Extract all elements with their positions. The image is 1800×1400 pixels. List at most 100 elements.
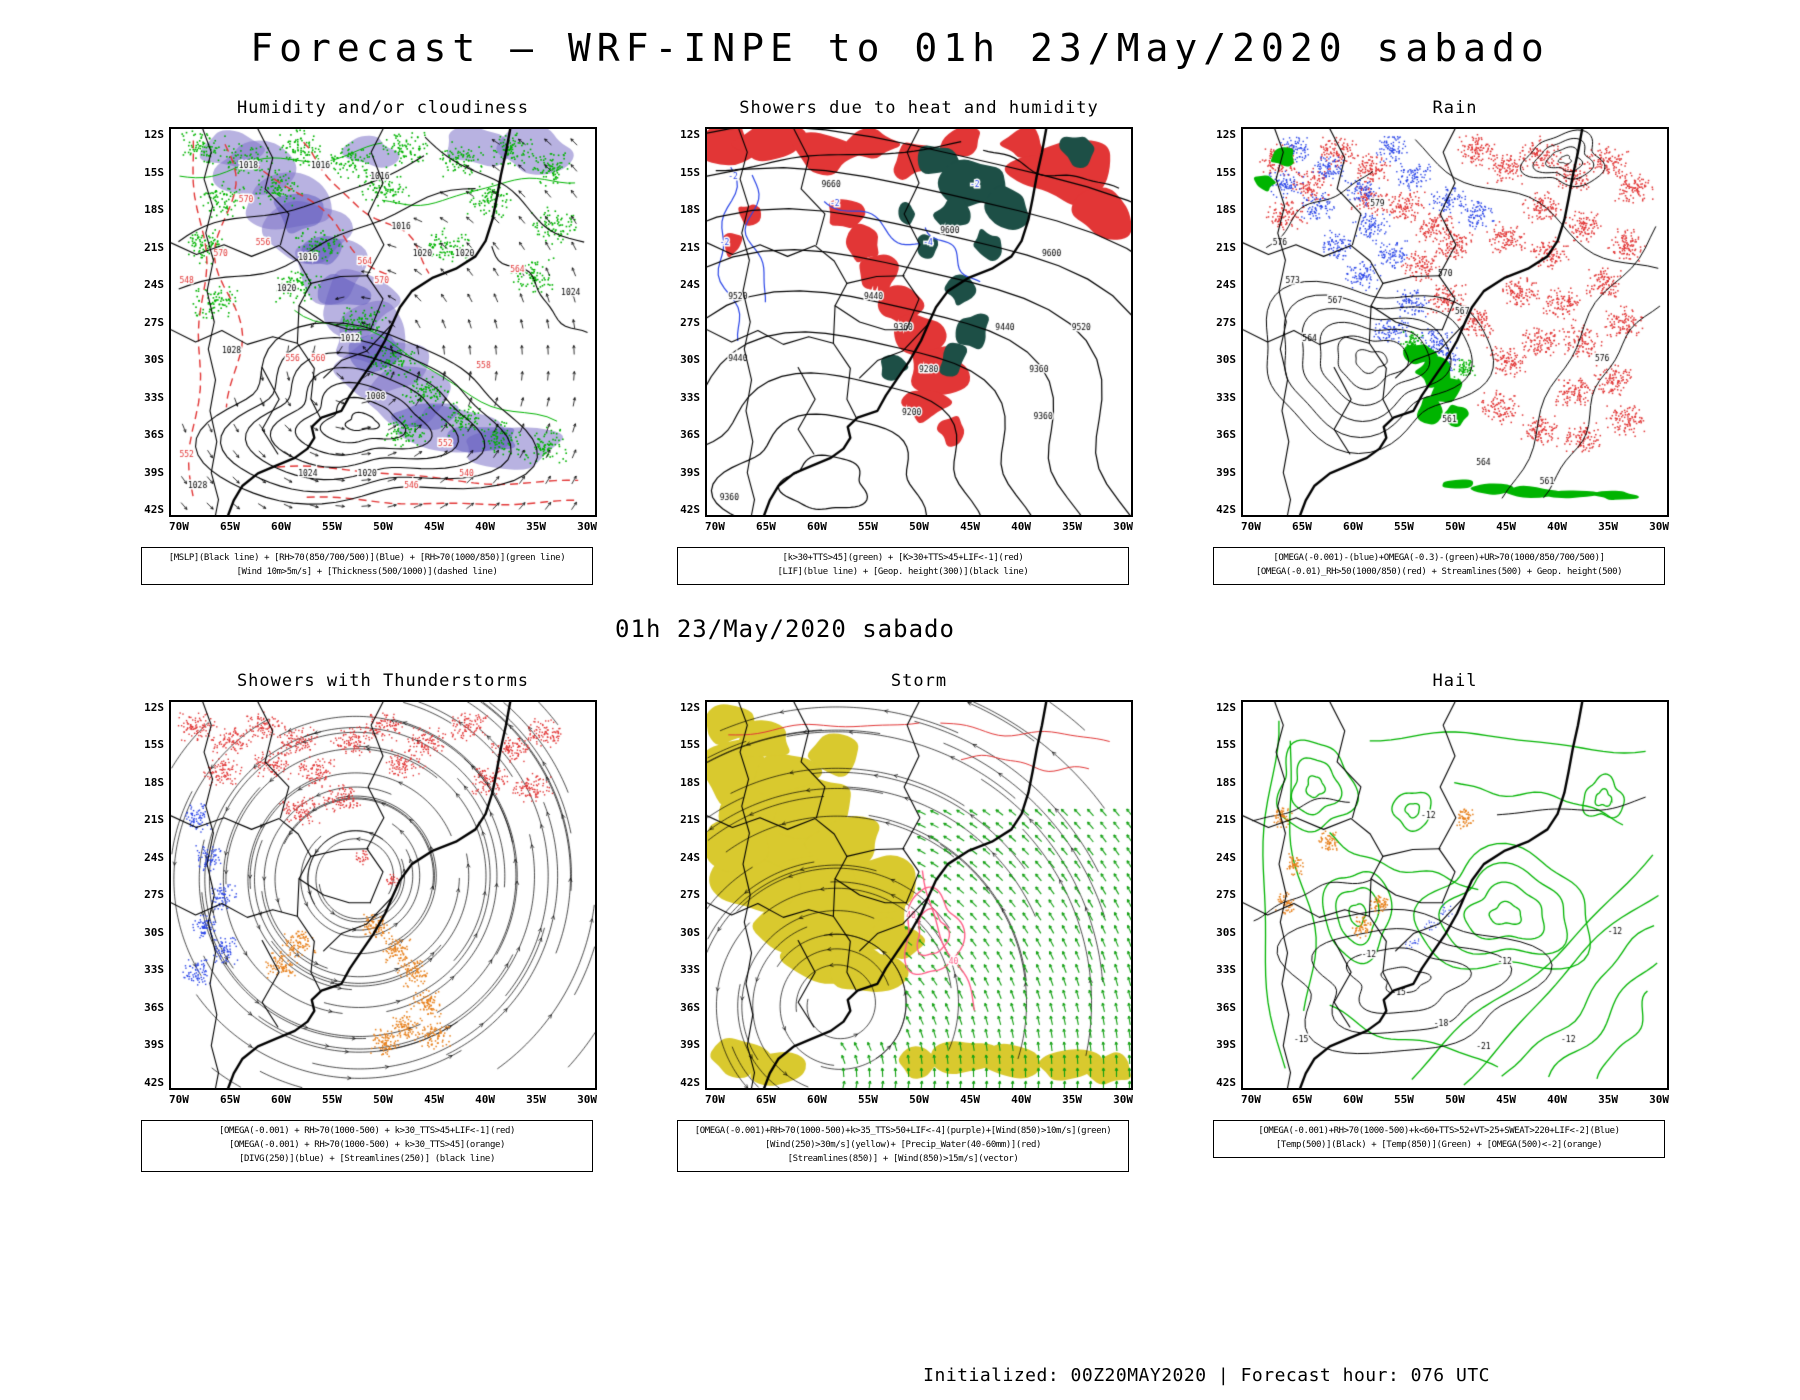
lon-tick: 65W [220,520,240,533]
caption-box-humidity: [MSLP](Black line) + [RH>70(850/700/500)… [141,547,593,585]
lat-tick: 12S [680,700,700,714]
lat-tick: 33S [144,963,164,977]
lon-tick: 30W [1649,1092,1669,1106]
lat-tick: 18S [1216,775,1236,789]
lon-axis: 70W 65W 60W 55W 50W 45W 40W 35W 30W [1241,1093,1669,1106]
panel-title-storm: Storm [890,670,948,691]
lon-tick: 60W [271,1092,291,1106]
lon-tick: 60W [1343,1092,1363,1106]
lon-axis: 70W 65W 60W 55W 50W 45W 40W 35W 30W [169,1093,597,1106]
caption-line: [Wind(250)>30m/s](yellow)+ [Precip_Water… [764,1139,1041,1150]
lon-tick: 70W [169,520,189,533]
caption-box-showers-heat: [k>30+TTS>45](green) + [K>30+TTS>45+LIF<… [677,547,1129,585]
lon-tick: 40W [475,520,495,533]
lat-tick: 39S [144,465,164,479]
panel-humidity: Humidity and/or cloudiness 12S 15S 18S 21S 2… [131,98,597,585]
lat-tick: 27S [680,315,700,329]
lat-tick: 39S [1216,465,1236,479]
lon-axis: 70W 65W 60W 55W 50W 45W 40W 35W 30W [1241,520,1669,533]
caption-line: [OMEGA(-0.01)_RH>50(1000/850)(red) + Str… [1255,566,1623,577]
weather-map-humidity [169,127,597,517]
lat-tick: 24S [144,278,164,291]
lat-tick: 33S [680,390,700,404]
lat-tick: 21S [1216,813,1236,827]
lon-tick: 55W [858,1092,878,1106]
lon-tick: 50W [1445,1092,1465,1106]
lat-tick: 42S [1216,1075,1236,1089]
lat-tick: 33S [144,390,164,404]
panel-showers-heat: Showers due to heat and humidity 12S 15S 1… [667,98,1133,585]
lat-tick: 42S [144,1075,164,1089]
map-area-thunderstorms: 12S 15S 18S 21S 24S 27S 30S 33S 36S 39S 42S [131,699,597,1090]
caption-box-hail: [OMEGA(-0.001)+RH>70(1000-500)+k<60+TTS>… [1213,1119,1665,1158]
lon-tick: 30W [1649,520,1669,533]
lon-tick: 55W [322,1092,342,1106]
lat-axis: 12S 15S 18S 21S 24S 27S 30S 33S 36S 39S 42S [131,127,169,517]
lat-tick: 18S [144,203,164,216]
lat-tick: 24S [680,850,700,864]
map-area-showers-heat: 12S 15S 18S 21S 24S 27S 30S 33S 36S 39S 42S [667,127,1133,517]
panel-thunderstorms: Showers with Thunderstorms 12S 15S 18S 21S 2… [131,671,597,1172]
lat-tick: 27S [144,315,164,329]
lon-tick: 35W [526,1092,546,1106]
lat-tick: 21S [144,813,164,827]
lat-tick: 27S [680,888,700,902]
lat-tick: 30S [680,925,700,939]
lat-tick: 27S [1216,888,1236,902]
lon-tick: 65W [1292,1092,1312,1106]
caption-line: [OMEGA(-0.001) + RH>70(1000-500) + k>30_… [228,1139,505,1150]
lon-tick: 45W [424,1092,444,1106]
lat-axis: 12S 15S 18S 21S 24S 27S 30S 33S 36S 39S 42S [1203,127,1241,517]
lon-tick: 40W [475,1092,495,1106]
caption-line: [MSLP](Black line) + [RH>70(850/700/500)… [168,553,566,563]
lon-tick: 45W [960,520,980,533]
weather-map-rain [1241,127,1669,517]
lon-tick: 50W [909,520,929,533]
lat-tick: 12S [680,128,700,141]
lat-tick: 21S [680,240,700,254]
lat-tick: 33S [1216,963,1236,977]
lon-tick: 65W [756,1092,776,1106]
panel-storm: Storm 12S 15S 18S 21S 24S 27S 30S 33S 36S 39S 42S … [667,671,1133,1172]
caption-line: [OMEGA(-0.001) + RH>70(1000-500) + k>30_… [218,1125,516,1136]
lon-tick: 60W [807,1092,827,1106]
lat-tick: 39S [1216,1038,1236,1052]
lon-tick: 60W [807,520,827,533]
caption-box-rain: [OMEGA(-0.001)-(blue)+OMEGA(-0.3)-(green… [1213,547,1665,585]
panel-title-humidity: Humidity and/or cloudiness [236,98,530,118]
lon-tick: 50W [909,1092,929,1106]
lon-tick: 45W [1496,520,1516,533]
lon-axis: 70W 65W 60W 55W 50W 45W 40W 35W 30W [705,520,1133,533]
lon-tick: 70W [705,520,725,533]
lon-tick: 60W [1343,520,1363,533]
weather-map-hail [1241,699,1669,1090]
weather-map-storm [705,699,1133,1090]
lat-tick: 30S [1216,925,1236,939]
lat-tick: 12S [1216,128,1236,141]
lon-tick: 45W [1496,1092,1516,1106]
lon-tick: 40W [1547,520,1567,533]
lon-tick: 70W [1241,520,1261,533]
lon-tick: 30W [1113,520,1133,533]
lon-tick: 55W [322,520,342,533]
lon-tick: 50W [1445,520,1465,533]
weather-map-thunderstorms [169,699,597,1090]
lon-tick: 45W [424,520,444,533]
lat-tick: 24S [680,278,700,291]
lon-axis: 70W 65W 60W 55W 50W 45W 40W 35W 30W [705,1093,1133,1106]
lon-tick: 35W [1062,1092,1082,1106]
lon-tick: 70W [705,1092,725,1106]
lat-tick: 21S [680,813,700,827]
caption-line: [Streamlines(850)] + [Wind(850)>15m/s](v… [787,1153,1019,1164]
mid-title: 01h 23/May/2020 sabado [615,614,955,643]
lon-axis: 70W 65W 60W 55W 50W 45W 40W 35W 30W [169,520,597,533]
lat-tick: 15S [1216,165,1236,179]
caption-line: [Temp(500)](Black) + [Temp(850)](Green) … [1275,1139,1603,1150]
lat-axis: 12S 15S 18S 21S 24S 27S 30S 33S 36S 39S 42S [131,700,169,1090]
lat-tick: 36S [680,1000,700,1014]
caption-line: [Wind 10m>5m/s] + [Thickness(500/1000)](… [236,566,498,577]
map-area-rain: 12S 15S 18S 21S 24S 27S 30S 33S 36S 39S 42S [1203,127,1669,517]
panel-title-thunderstorms: Showers with Thunderstorms [236,670,530,691]
caption-line: [LIF](blue line) + [Geop. height(300)](b… [777,566,1029,577]
